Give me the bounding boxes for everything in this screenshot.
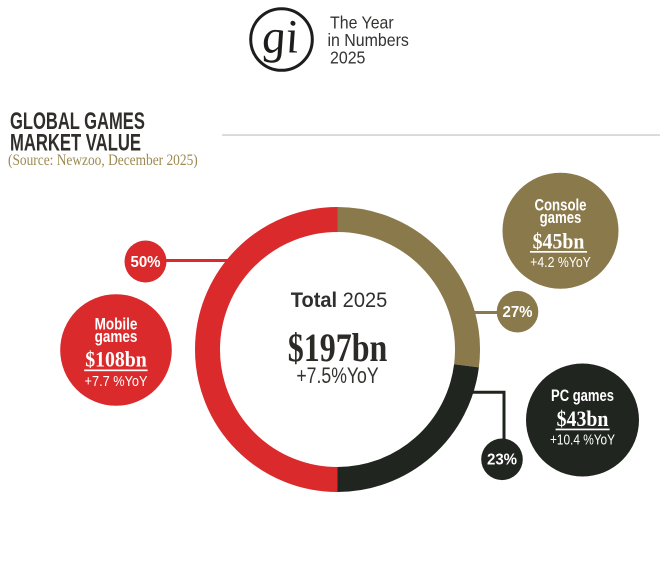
- svg-text:27%: 27%: [502, 304, 532, 321]
- svg-text:The Year: The Year: [330, 13, 394, 33]
- svg-text:GLOBAL GAMES: GLOBAL GAMES: [10, 108, 145, 135]
- svg-text:Total 2025: Total 2025: [291, 288, 388, 312]
- svg-text:+7.5%YoY: +7.5%YoY: [296, 364, 379, 388]
- svg-text:+4.2 %YoY: +4.2 %YoY: [530, 254, 591, 270]
- svg-text:$43bn: $43bn: [557, 406, 609, 431]
- svg-text:Console: Console: [534, 196, 586, 215]
- svg-text:$45bn: $45bn: [533, 228, 585, 253]
- svg-text:2025: 2025: [330, 48, 365, 68]
- svg-text:$108bn: $108bn: [85, 347, 147, 372]
- svg-text:+10.4 %YoY: +10.4 %YoY: [550, 431, 615, 448]
- svg-text:+7.7 %YoY: +7.7 %YoY: [85, 372, 148, 389]
- svg-text:Mobile: Mobile: [95, 315, 138, 334]
- svg-text:games: games: [540, 209, 582, 228]
- svg-text:(Source: Newzoo, December 2025: (Source: Newzoo, December 2025): [8, 152, 198, 169]
- svg-text:23%: 23%: [487, 452, 517, 469]
- svg-text:gi: gi: [259, 10, 301, 63]
- svg-text:PC games: PC games: [551, 388, 614, 406]
- svg-text:$197bn: $197bn: [288, 325, 388, 369]
- svg-text:games: games: [95, 328, 138, 347]
- svg-text:MARKET VALUE: MARKET VALUE: [10, 130, 141, 157]
- svg-text:50%: 50%: [130, 254, 160, 271]
- svg-text:in Numbers: in Numbers: [328, 31, 409, 51]
